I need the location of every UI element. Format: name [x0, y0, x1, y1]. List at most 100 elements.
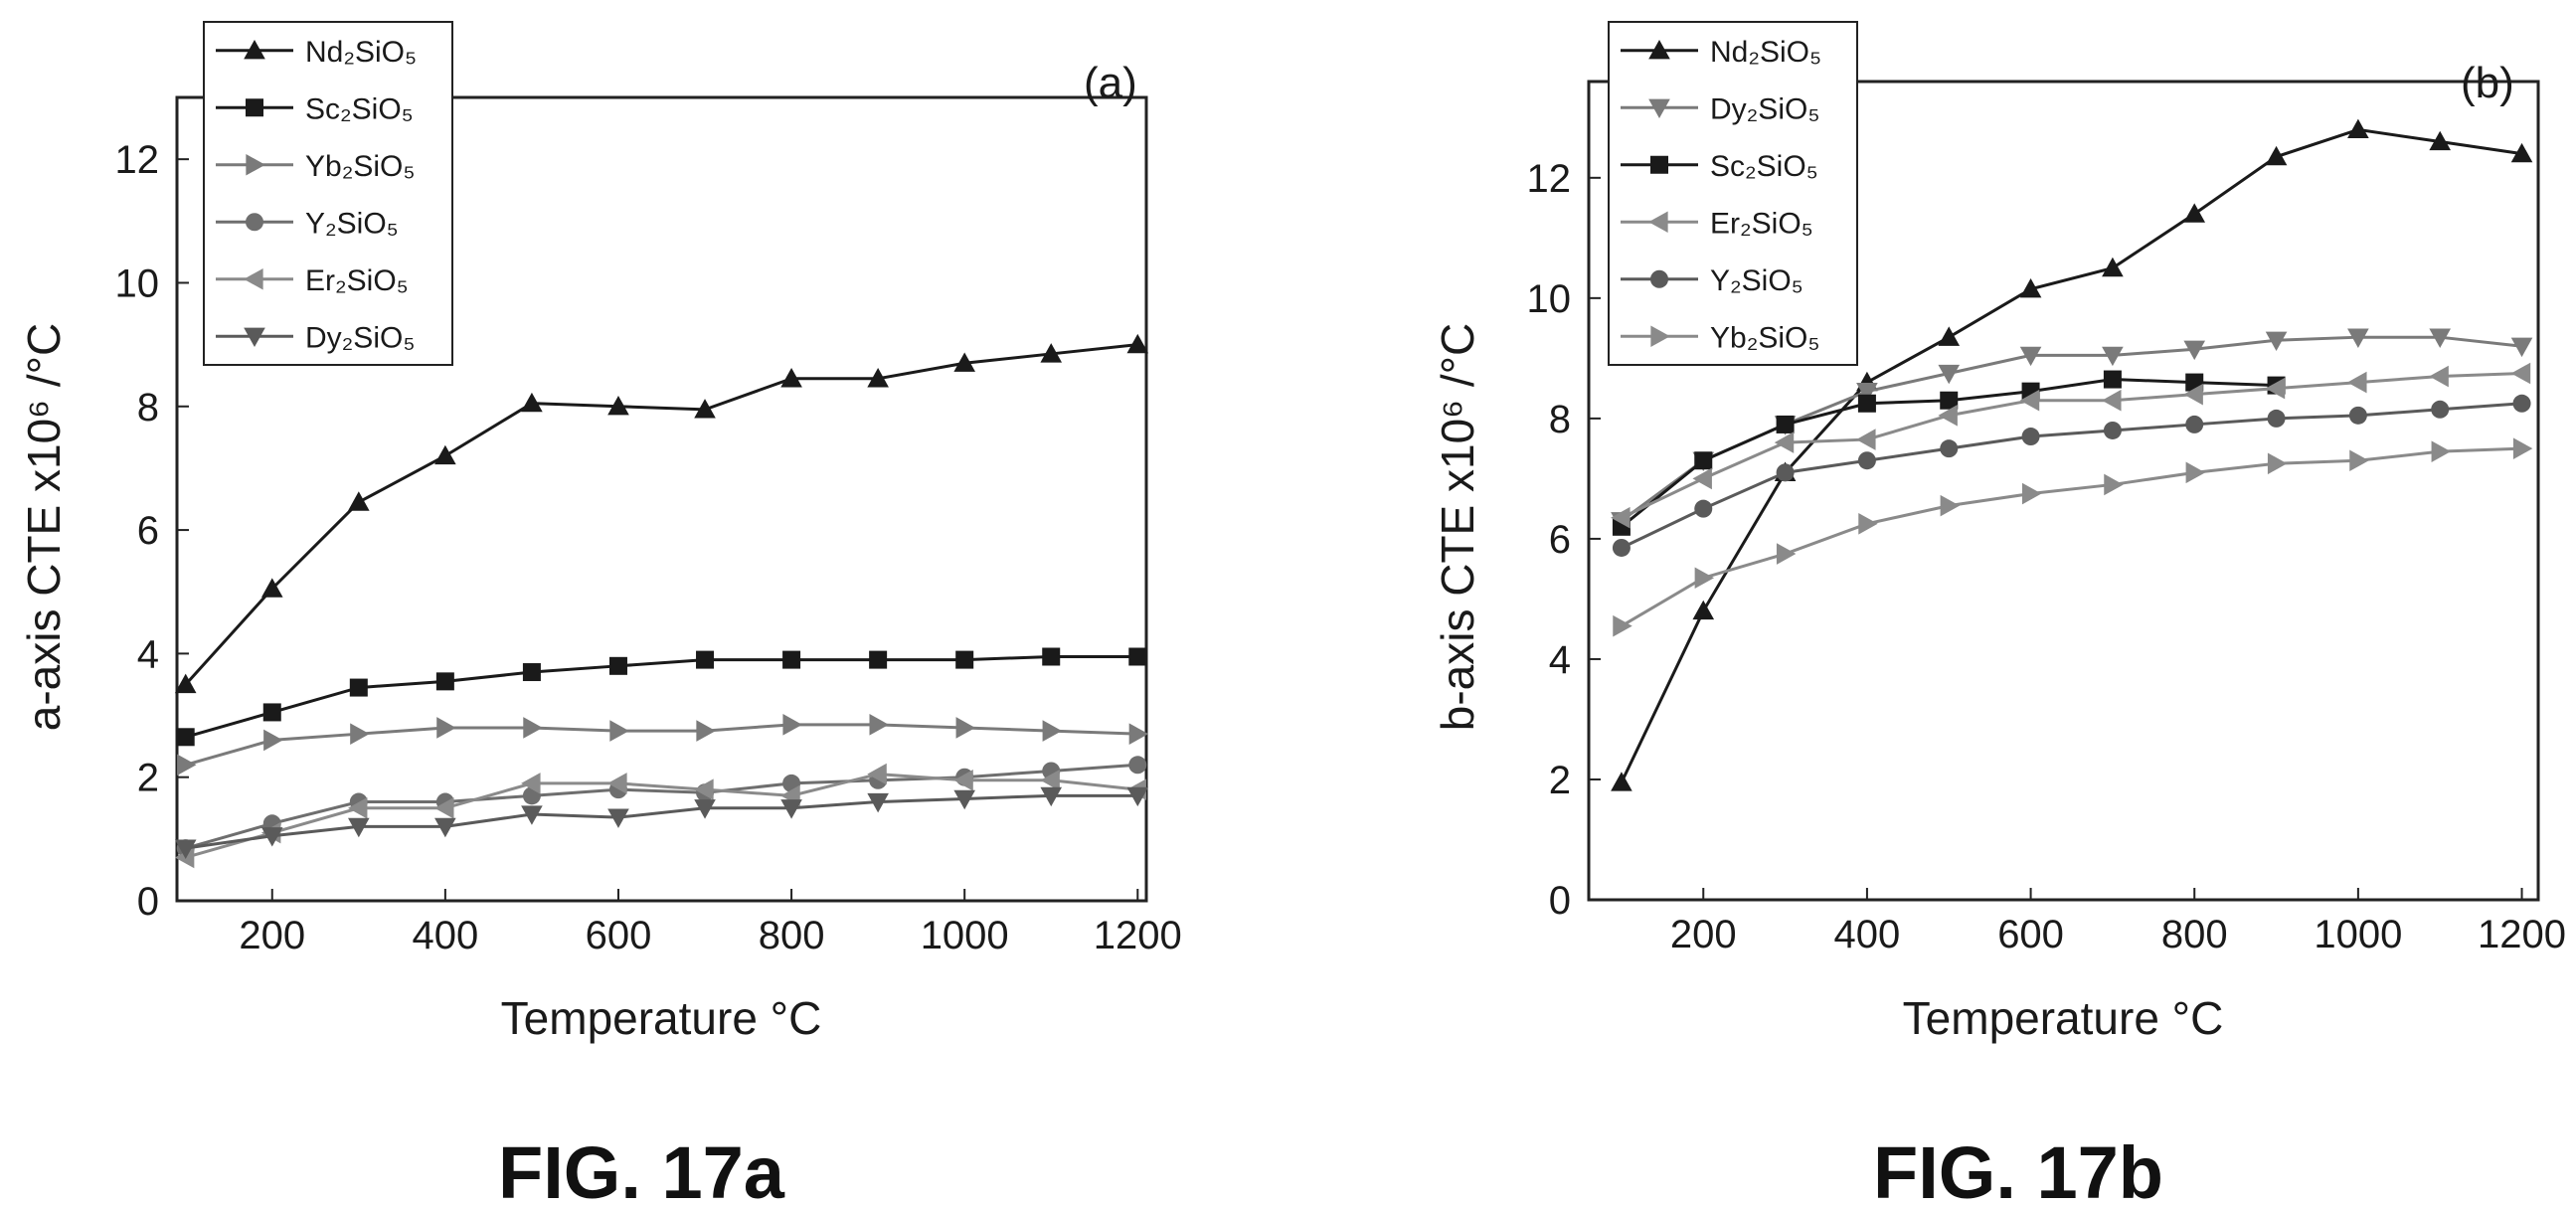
data-point — [174, 673, 197, 694]
data-point — [2349, 449, 2369, 472]
legend-label: Sc₂SiO₅ — [305, 92, 414, 125]
panel-label-b: (b) — [2461, 59, 2514, 107]
data-point — [607, 395, 629, 416]
data-point — [1694, 499, 1713, 518]
data-point — [263, 729, 283, 752]
data-point — [244, 327, 265, 348]
data-point — [1042, 720, 1063, 742]
data-point — [2429, 130, 2452, 151]
data-point — [1940, 439, 1959, 458]
data-point — [2348, 406, 2367, 425]
data-point — [2347, 118, 2369, 139]
data-point — [2104, 473, 2124, 496]
data-point — [867, 368, 889, 388]
y-axis-title-a: a-axis CTE x10⁶ /°C — [18, 323, 70, 732]
data-point — [244, 39, 265, 60]
data-point — [260, 578, 283, 598]
series-line — [1621, 402, 2522, 550]
data-point — [349, 678, 368, 697]
x-tick-label: 600 — [1997, 913, 2064, 956]
series-line — [185, 763, 1138, 850]
data-point — [2265, 145, 2288, 166]
legend-label: Yb₂SiO₅ — [305, 150, 415, 183]
data-point — [2021, 482, 2042, 505]
data-point — [246, 98, 263, 117]
y-tick-label: 10 — [115, 261, 160, 305]
series-line — [1621, 371, 2522, 520]
chart-b-axes: 200 400 600 800 1000 1200 0 2 4 6 8 10 12 — [1527, 157, 2567, 956]
data-point — [955, 717, 975, 739]
data-point — [869, 650, 888, 669]
data-point — [521, 392, 543, 413]
data-point — [2021, 428, 2040, 446]
y-tick-label: 6 — [1549, 518, 1571, 562]
data-point — [782, 650, 801, 669]
data-point — [2183, 203, 2206, 223]
data-point — [2102, 257, 2124, 277]
data-point — [176, 728, 195, 747]
legend-label: Nd₂SiO₅ — [1710, 36, 1821, 69]
data-point — [522, 663, 541, 682]
x-tick-label: 1200 — [1094, 914, 1182, 957]
data-point — [1856, 429, 1876, 450]
data-point — [953, 770, 973, 791]
data-point — [869, 714, 889, 736]
series-line — [185, 793, 1138, 850]
data-point — [246, 213, 263, 232]
data-point — [434, 817, 456, 838]
y-tick-label: 12 — [115, 138, 160, 182]
data-point — [1126, 786, 1149, 807]
data-point — [2102, 346, 2124, 367]
data-point — [1612, 538, 1631, 557]
data-point — [1938, 405, 1958, 427]
data-point — [607, 808, 629, 828]
data-point — [2102, 389, 2122, 412]
y-tick-label: 6 — [137, 509, 159, 553]
data-point — [174, 839, 197, 859]
legend-box — [203, 21, 453, 366]
data-point — [521, 805, 543, 825]
data-point — [608, 656, 627, 675]
data-point — [2019, 389, 2040, 412]
data-point — [1128, 647, 1147, 666]
legend-a: Nd₂SiO₅ Sc₂SiO₅ Yb₂SiO₅ Y₂SiO₅ Er₂SiO₅ Dy₂SiO… — [203, 21, 453, 366]
data-point — [1692, 467, 1712, 490]
legend-box — [1608, 21, 1858, 366]
data-point — [260, 827, 283, 847]
y-tick-label: 8 — [137, 386, 159, 430]
data-point — [1648, 98, 1670, 119]
data-point — [694, 778, 714, 800]
data-point — [1040, 770, 1060, 791]
data-point — [696, 720, 716, 742]
data-point — [1650, 325, 1670, 348]
data-point — [953, 352, 975, 372]
chart-a-series — [174, 333, 1149, 869]
data-point — [1940, 494, 1961, 517]
data-point — [523, 717, 543, 739]
y-tick-label: 0 — [137, 880, 159, 924]
series-line — [1620, 127, 2522, 783]
legend-label: Er₂SiO₅ — [1710, 207, 1813, 240]
data-point — [1776, 415, 1795, 433]
y-tick-label: 2 — [1549, 759, 1571, 802]
legend-label: Nd₂SiO₅ — [305, 36, 417, 69]
data-point — [1648, 39, 1670, 60]
data-point — [2183, 340, 2206, 361]
x-tick-label: 1000 — [2314, 913, 2402, 956]
data-point — [1940, 391, 1959, 410]
data-point — [2183, 383, 2203, 406]
y-tick-label: 12 — [1527, 157, 1572, 201]
data-point — [348, 491, 370, 511]
x-tick-label: 800 — [2161, 913, 2228, 956]
data-point — [953, 789, 975, 810]
data-point — [2265, 331, 2288, 352]
legend-label: Y₂SiO₅ — [305, 207, 399, 240]
chart-panel-a: 200 400 600 800 1000 1200 0 2 4 6 8 10 12 (a) Temper… — [18, 21, 1182, 1208]
data-point — [1042, 647, 1061, 666]
data-point — [2185, 461, 2206, 484]
chart-panel-b: 200 400 600 800 1000 1200 0 2 4 6 8 10 12 (b) Temper… — [1432, 21, 2567, 1208]
data-point — [1128, 723, 1149, 745]
series-line — [185, 723, 1138, 767]
data-point — [1611, 772, 1632, 791]
